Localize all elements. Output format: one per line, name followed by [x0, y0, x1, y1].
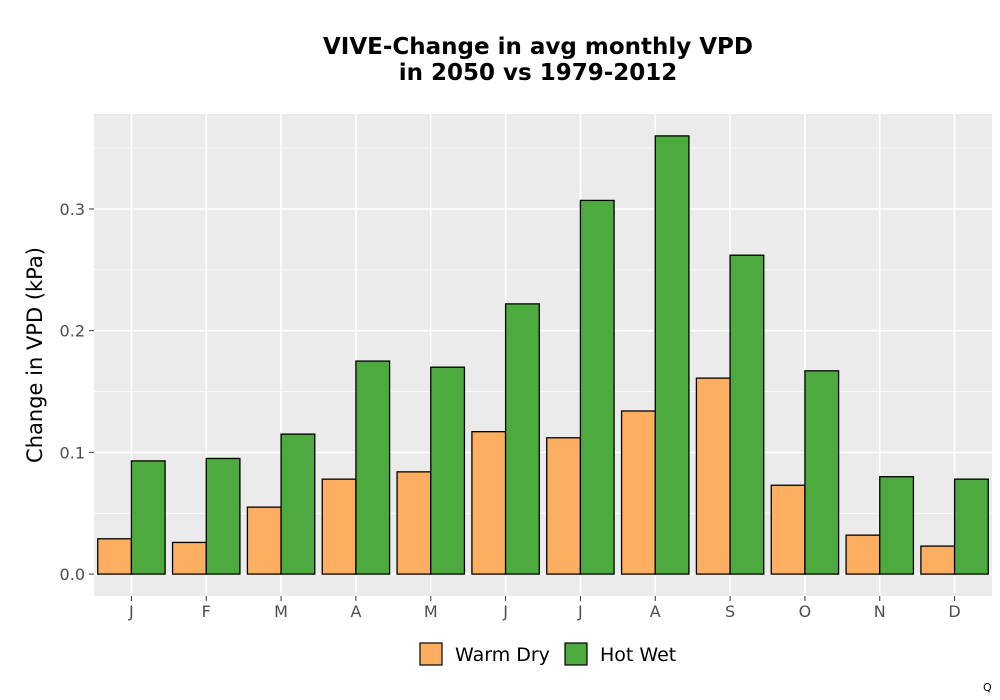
- x-tick-label: S: [725, 602, 735, 621]
- bar-warm-dry-5: [471, 431, 507, 575]
- x-tick-label: D: [948, 602, 960, 621]
- bar-warm-dry-1: [171, 541, 207, 575]
- bar-warm-dry-0: [97, 538, 133, 575]
- corner-mark: Q: [983, 681, 992, 694]
- bar-hot-wet-2: [280, 433, 316, 575]
- x-tick-label: N: [874, 602, 886, 621]
- chart-title-line-2: in 2050 vs 1979-2012: [399, 60, 678, 86]
- y-axis: 0.0 0.1 0.2 0.3: [60, 200, 94, 584]
- x-tick-label: J: [577, 602, 583, 621]
- legend-key-hot-wet: [564, 642, 588, 666]
- x-tick-label: J: [502, 602, 508, 621]
- x-tick-label: A: [650, 602, 661, 621]
- legend-label-hot-wet: Hot Wet: [600, 644, 676, 666]
- bar-hot-wet-1: [205, 457, 241, 575]
- bar-warm-dry-6: [546, 437, 582, 575]
- grid-minor: [94, 147, 992, 514]
- legend-label-warm-dry: Warm Dry: [455, 644, 550, 666]
- plot-panel: [94, 114, 992, 596]
- x-tick-label: A: [350, 602, 361, 621]
- y-tick-label: 0.2: [60, 322, 85, 341]
- bar-warm-dry-10: [845, 534, 881, 575]
- bar-warm-dry-11: [920, 545, 956, 575]
- bar-warm-dry-7: [620, 410, 656, 575]
- x-tick-label: O: [799, 602, 812, 621]
- bar-hot-wet-3: [355, 360, 391, 575]
- bars: [97, 135, 989, 575]
- bar-hot-wet-10: [879, 476, 915, 575]
- x-tick-label: F: [202, 602, 211, 621]
- y-axis-label: Change in VPD (kPa): [23, 247, 47, 463]
- y-tick-label: 0.3: [60, 200, 85, 219]
- bar-warm-dry-9: [770, 484, 806, 575]
- bar-warm-dry-2: [246, 506, 282, 575]
- x-tick-label: J: [128, 602, 134, 621]
- y-tick-label: 0.0: [60, 565, 85, 584]
- bar-warm-dry-4: [396, 471, 432, 575]
- bar-warm-dry-8: [695, 377, 731, 575]
- bar-hot-wet-0: [130, 460, 166, 575]
- bar-hot-wet-8: [729, 254, 765, 575]
- x-tick-label: M: [424, 602, 438, 621]
- bar-hot-wet-5: [504, 303, 540, 575]
- bar-hot-wet-9: [804, 370, 840, 575]
- legend-key-warm-dry: [419, 642, 443, 666]
- bar-hot-wet-6: [579, 199, 615, 575]
- x-tick-label: M: [274, 602, 288, 621]
- y-tick-label: 0.1: [60, 443, 85, 462]
- bar-hot-wet-7: [654, 135, 690, 575]
- bar-hot-wet-4: [430, 366, 466, 575]
- bar-warm-dry-3: [321, 478, 357, 575]
- chart-title-line-1: VIVE-Change in avg monthly VPD: [323, 34, 753, 60]
- bar-hot-wet-11: [953, 478, 989, 575]
- legend: Warm Dry Hot Wet: [419, 642, 676, 666]
